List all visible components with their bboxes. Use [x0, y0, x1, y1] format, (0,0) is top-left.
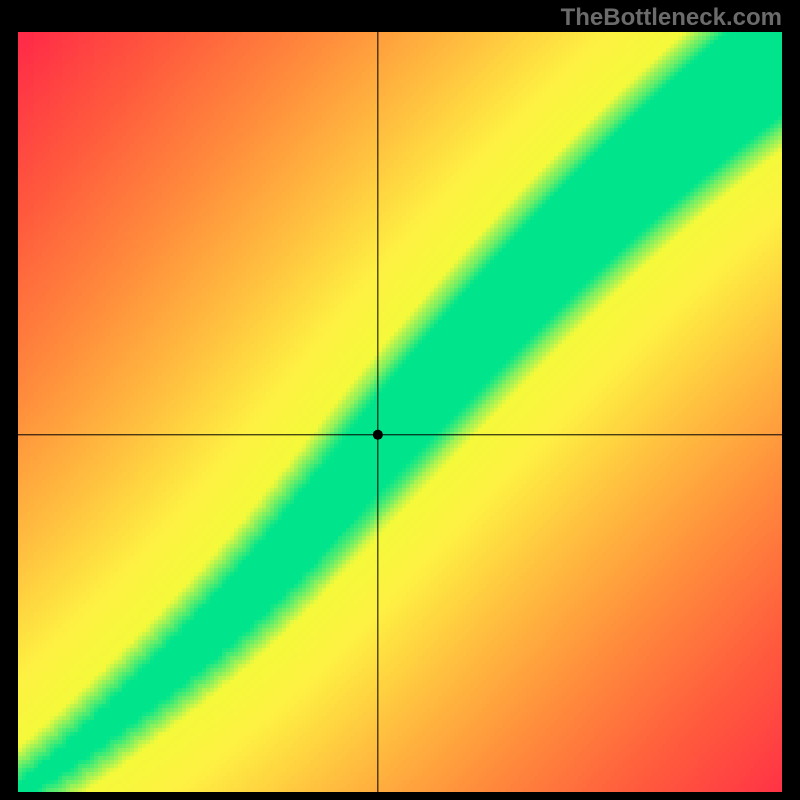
chart-container: TheBottleneck.com [0, 0, 800, 800]
watermark-text: TheBottleneck.com [561, 4, 782, 32]
heatmap-canvas [0, 0, 800, 800]
